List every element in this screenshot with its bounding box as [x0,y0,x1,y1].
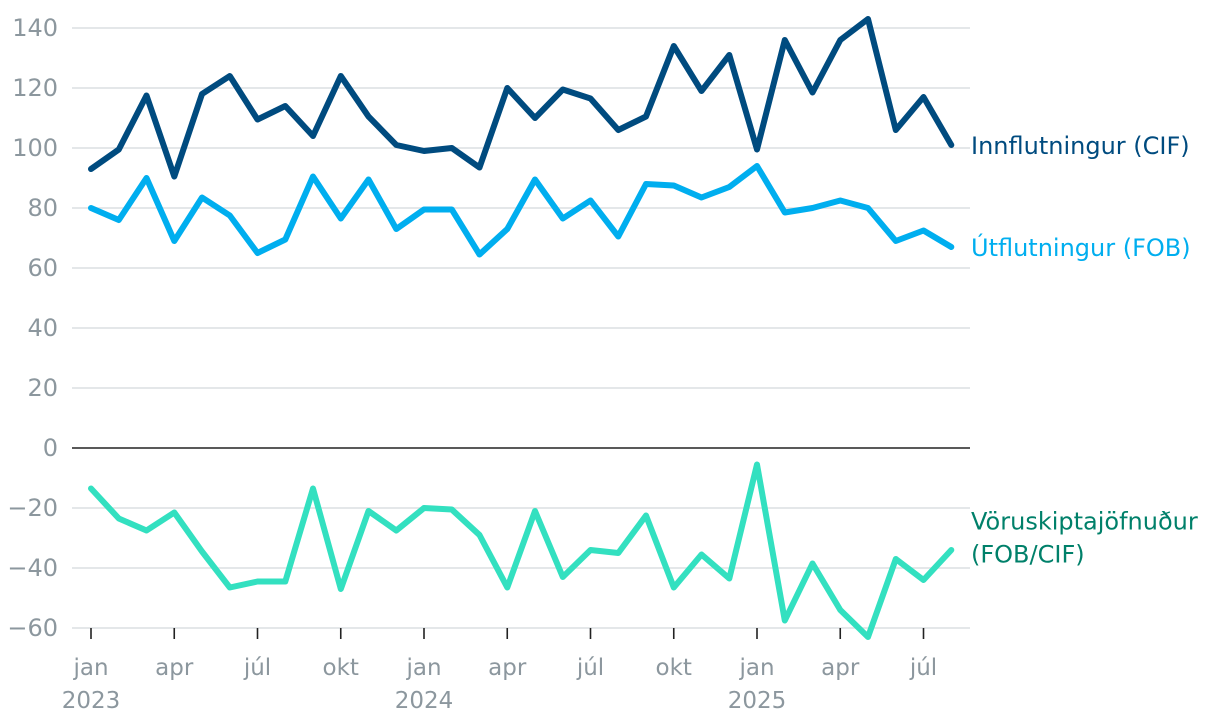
x-tick-label: jan [72,655,108,681]
y-tick-label: 140 [12,14,58,42]
y-tick-label: 60 [27,254,58,282]
x-tick-label: júl [243,655,271,681]
x-tick-label: apr [488,655,527,681]
x-tick-label: jan [738,655,774,681]
x-tick-label: jan [405,655,441,681]
y-tick-label: 100 [12,134,58,162]
series-label: Útflutningur (FOB) [971,232,1191,262]
series-label: Vöruskiptajöfnuður [971,508,1198,536]
series-line-0 [88,16,955,180]
y-tick-label: 20 [27,374,58,402]
x-tick-label: júl [909,655,937,681]
y-tick-label: 120 [12,74,58,102]
y-tick-label: 0 [43,434,58,462]
y-tick-label: −20 [7,494,58,522]
gridlines [72,27,970,629]
x-axis: jan 2023 apr júl okt jan 2024 apr júl okt jan 2025 a… [62,628,937,714]
series-lines [88,16,955,640]
x-tick-year-label: 2024 [395,688,454,714]
y-tick-label: −60 [7,614,58,642]
x-tick-label: okt [656,655,692,681]
series-line-2 [88,461,955,640]
series-labels: Innflutningur (CIF) Útflutningur (FOB) Vör… [971,132,1198,569]
x-tick-label: okt [323,655,359,681]
series-label: (FOB/CIF) [971,541,1085,569]
x-tick-year-label: 2025 [728,688,787,714]
x-tick-label: apr [155,655,194,681]
y-tick-label: 40 [27,314,58,342]
y-axis: 140 120 100 80 60 40 20 0 −20 −40 −60 [7,14,58,642]
series-line-1 [88,163,955,258]
y-tick-label: 80 [27,194,58,222]
x-tick-label: apr [821,655,860,681]
x-tick-year-label: 2023 [62,688,121,714]
x-tick-label: júl [576,655,604,681]
series-label: Innflutningur (CIF) [971,132,1190,160]
y-tick-label: −40 [7,554,58,582]
